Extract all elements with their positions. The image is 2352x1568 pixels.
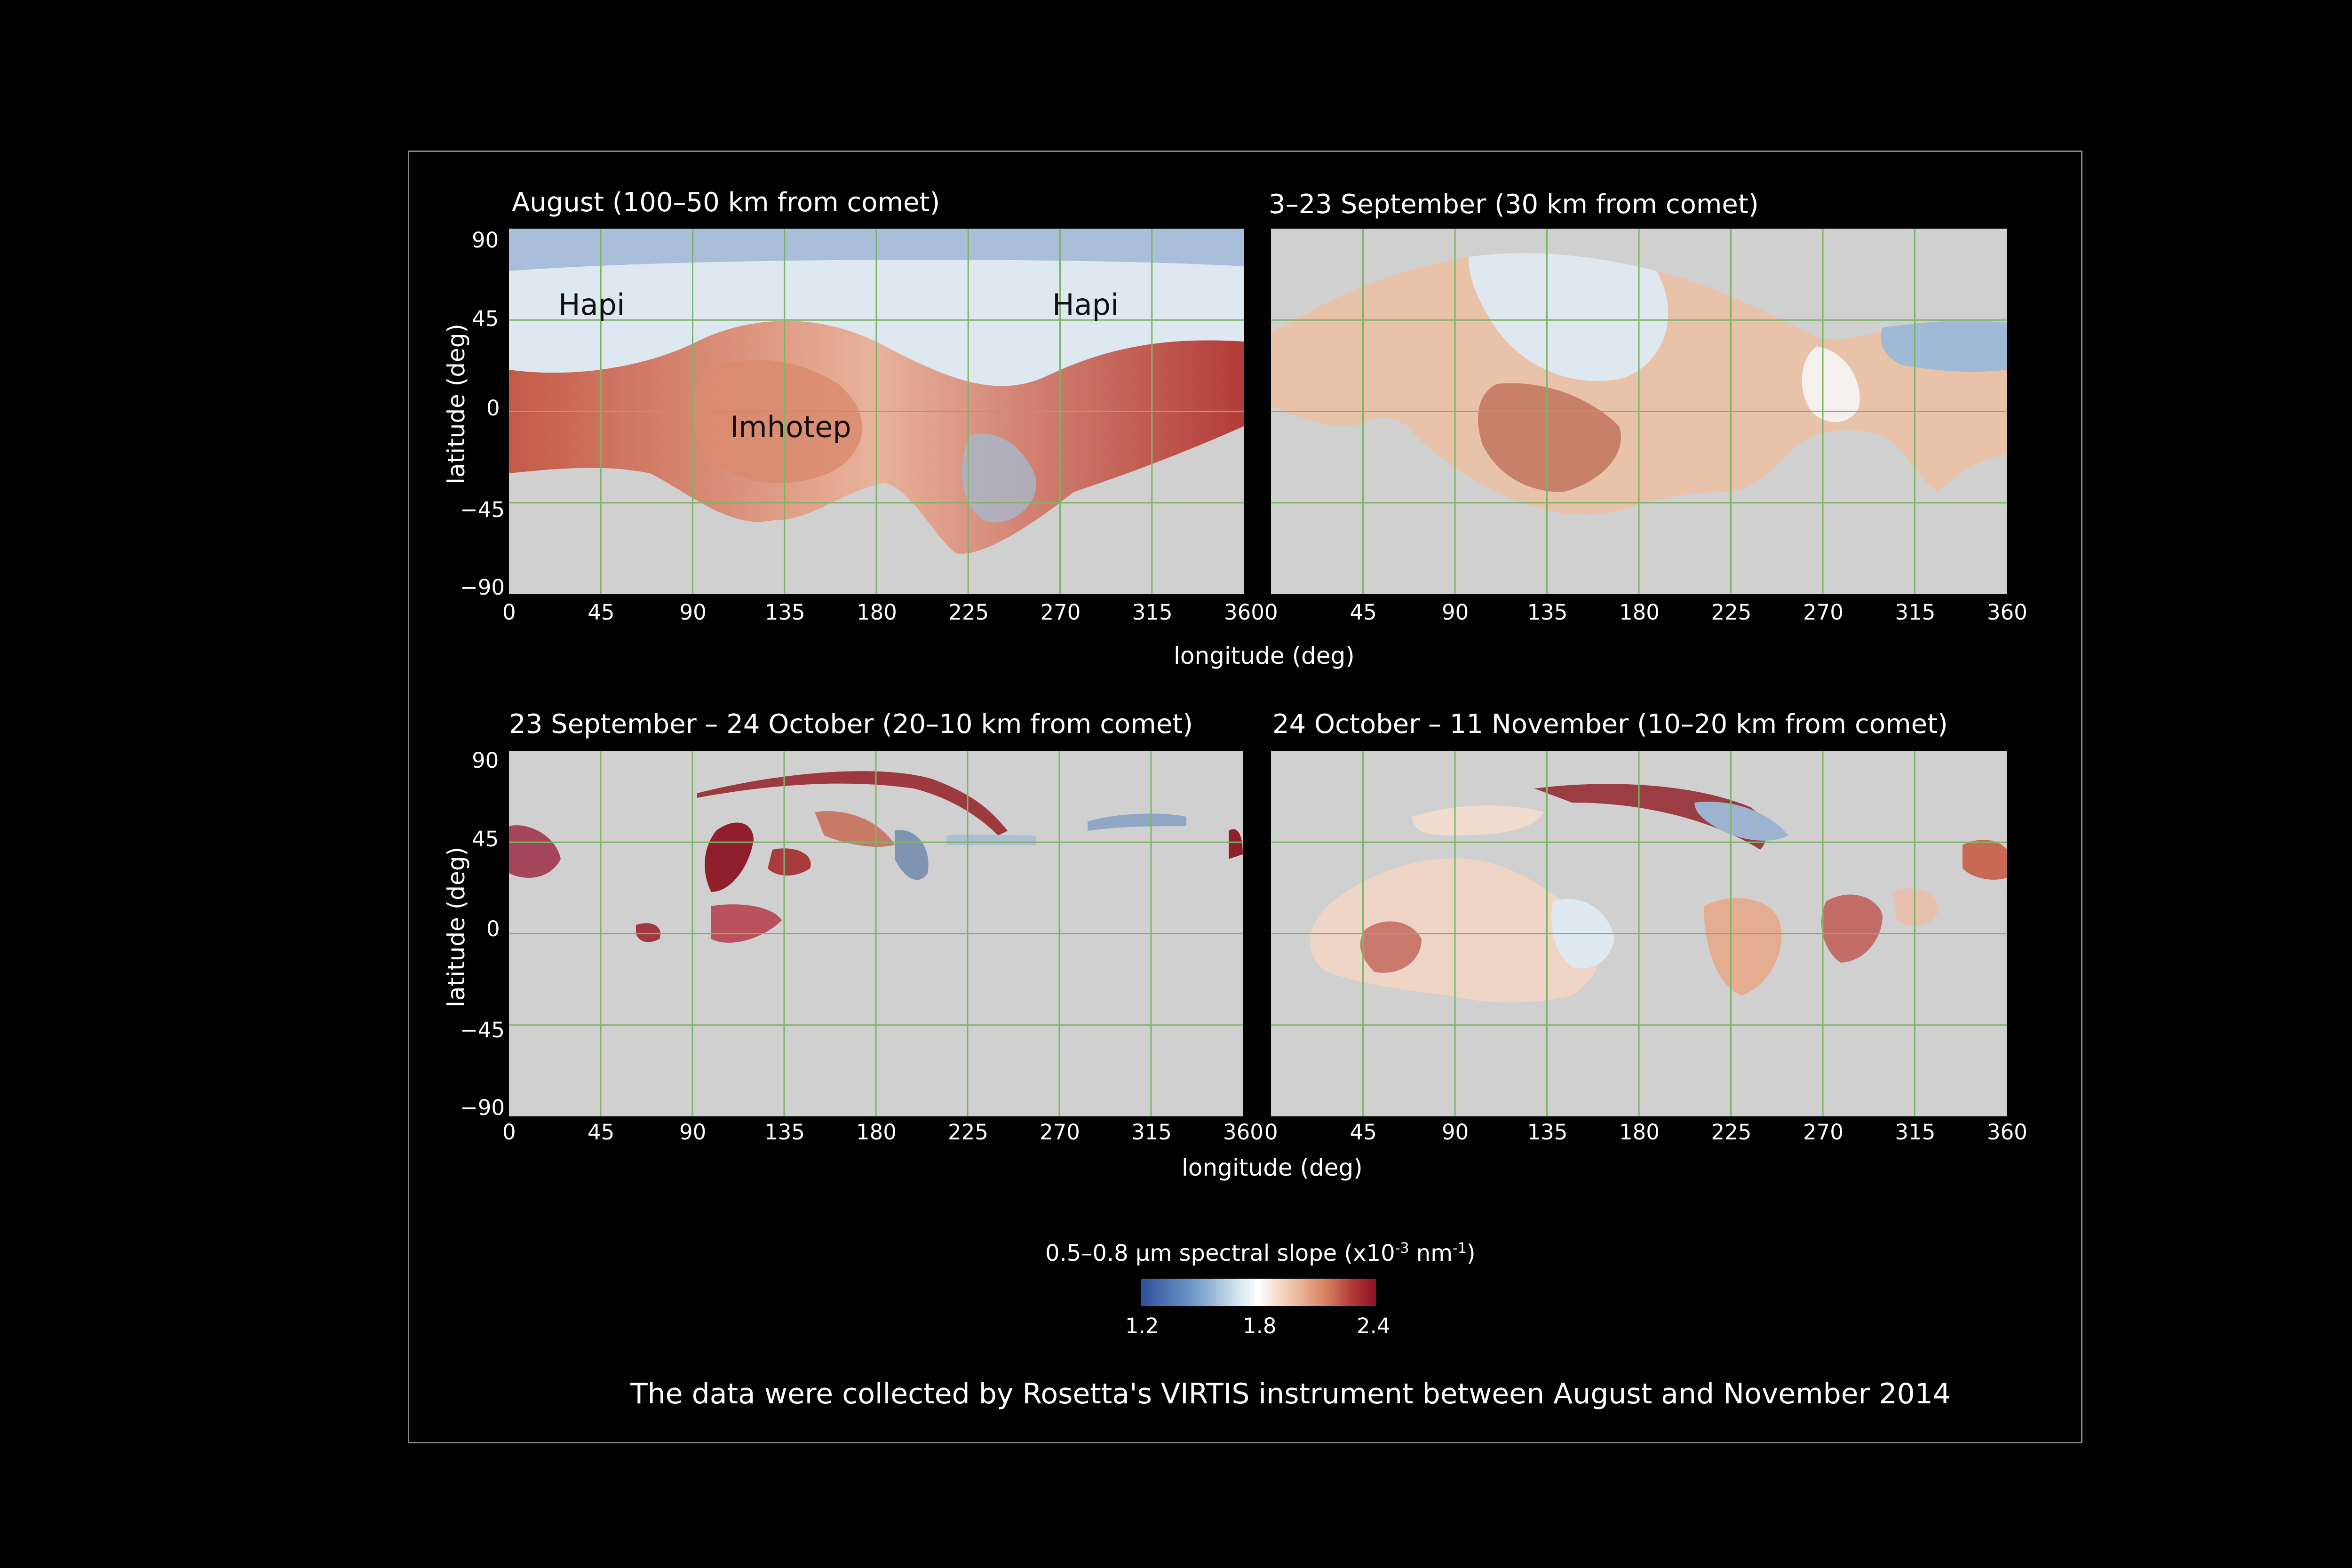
xtick-label: 315 (1132, 600, 1173, 625)
ytick-label: −45 (460, 1018, 505, 1043)
xtick-label: 270 (1803, 1120, 1843, 1145)
xtick-label: 180 (856, 1120, 897, 1145)
xtick-label: 0 (502, 600, 516, 625)
colorbar-tick-low: 1.2 (1125, 1313, 1159, 1338)
xtick-label: 315 (1895, 600, 1936, 625)
colorbar (1141, 1279, 1376, 1306)
panel-title-september: 3–23 September (30 km from comet) (1269, 189, 1759, 220)
xtick-label: 0 (502, 1120, 516, 1145)
xtick-label: 135 (1527, 1120, 1568, 1145)
panel-title-oct-nov: 24 October – 11 November (10–20 km from … (1272, 709, 1948, 740)
colorbar-title-exp2: -1 (1452, 1240, 1467, 1257)
xtick-label: 90 (1442, 600, 1469, 625)
panel-title-sep-oct: 23 September – 24 October (20–10 km from… (509, 709, 1193, 740)
ytick-label: 45 (472, 306, 499, 331)
xtick-label: 225 (948, 600, 989, 625)
xtick-label: 45 (588, 1120, 615, 1145)
map-panel-sep-oct (509, 751, 1243, 1116)
ytick-label: −90 (460, 1095, 505, 1120)
map-panel-august: Hapi Hapi Imhotep (509, 229, 1244, 594)
x-axis-label-top: longitude (deg) (1174, 642, 1355, 669)
xtick-label: 360 (1224, 600, 1264, 625)
xtick-label: 0 (1264, 600, 1278, 625)
xtick-label: 90 (1442, 1120, 1469, 1145)
map-september-plot (1271, 229, 2007, 594)
colorbar-title-exp1: -3 (1395, 1240, 1409, 1257)
colorbar-title-prefix: 0.5–0.8 μm spectral slope (x10 (1045, 1240, 1395, 1266)
colorbar-title: 0.5–0.8 μm spectral slope (x10-3 nm-1) (1045, 1240, 1476, 1266)
ytick-label: 90 (472, 748, 499, 773)
xtick-label: 360 (1987, 600, 2027, 625)
ytick-label: −90 (460, 575, 505, 600)
xtick-label: 180 (857, 600, 897, 625)
xtick-label: 360 (1987, 1120, 2027, 1145)
map-panel-september (1271, 229, 2007, 594)
xtick-label: 315 (1131, 1120, 1172, 1145)
xtick-label: 225 (1711, 1120, 1752, 1145)
panel-title-august: August (100–50 km from comet) (512, 187, 940, 218)
xtick-label: 225 (1711, 600, 1752, 625)
region-label-hapi-left: Hapi (558, 287, 625, 322)
map-august-plot (509, 229, 1244, 594)
region-label-imhotep: Imhotep (730, 410, 851, 444)
xtick-label: 45 (1350, 600, 1377, 625)
figure-frame (408, 151, 2082, 1443)
xtick-label: 225 (948, 1120, 988, 1145)
colorbar-tick-mid: 1.8 (1243, 1313, 1277, 1338)
xtick-label: 90 (679, 600, 707, 625)
ytick-label: −45 (460, 497, 505, 522)
ytick-label: 0 (486, 396, 500, 421)
xtick-label: 270 (1803, 600, 1843, 625)
xtick-label: 135 (764, 600, 805, 625)
xtick-label: 270 (1040, 1120, 1080, 1145)
x-axis-label-bottom: longitude (deg) (1182, 1154, 1363, 1181)
map-panel-oct-nov (1271, 751, 2007, 1116)
region-label-hapi-right: Hapi (1052, 287, 1119, 322)
figure-caption: The data were collected by Rosetta's VIR… (630, 1377, 1951, 1410)
xtick-label: 45 (1350, 1120, 1377, 1145)
xtick-label: 0 (1264, 1120, 1278, 1145)
ytick-label: 0 (486, 916, 500, 941)
colorbar-title-suffix: ) (1466, 1240, 1476, 1266)
map-sep-oct-plot (509, 751, 1243, 1116)
xtick-label: 180 (1619, 1120, 1660, 1145)
xtick-label: 360 (1223, 1120, 1263, 1145)
xtick-label: 135 (764, 1120, 805, 1145)
colorbar-tick-high: 2.4 (1357, 1313, 1391, 1338)
xtick-label: 45 (588, 600, 615, 625)
colorbar-title-mid: nm (1409, 1240, 1453, 1266)
xtick-label: 135 (1527, 600, 1568, 625)
xtick-label: 180 (1619, 600, 1660, 625)
ytick-label: 90 (472, 228, 499, 253)
xtick-label: 315 (1895, 1120, 1936, 1145)
xtick-label: 90 (679, 1120, 707, 1145)
map-oct-nov-plot (1271, 751, 2007, 1116)
xtick-label: 270 (1040, 600, 1081, 625)
ytick-label: 45 (472, 827, 499, 852)
